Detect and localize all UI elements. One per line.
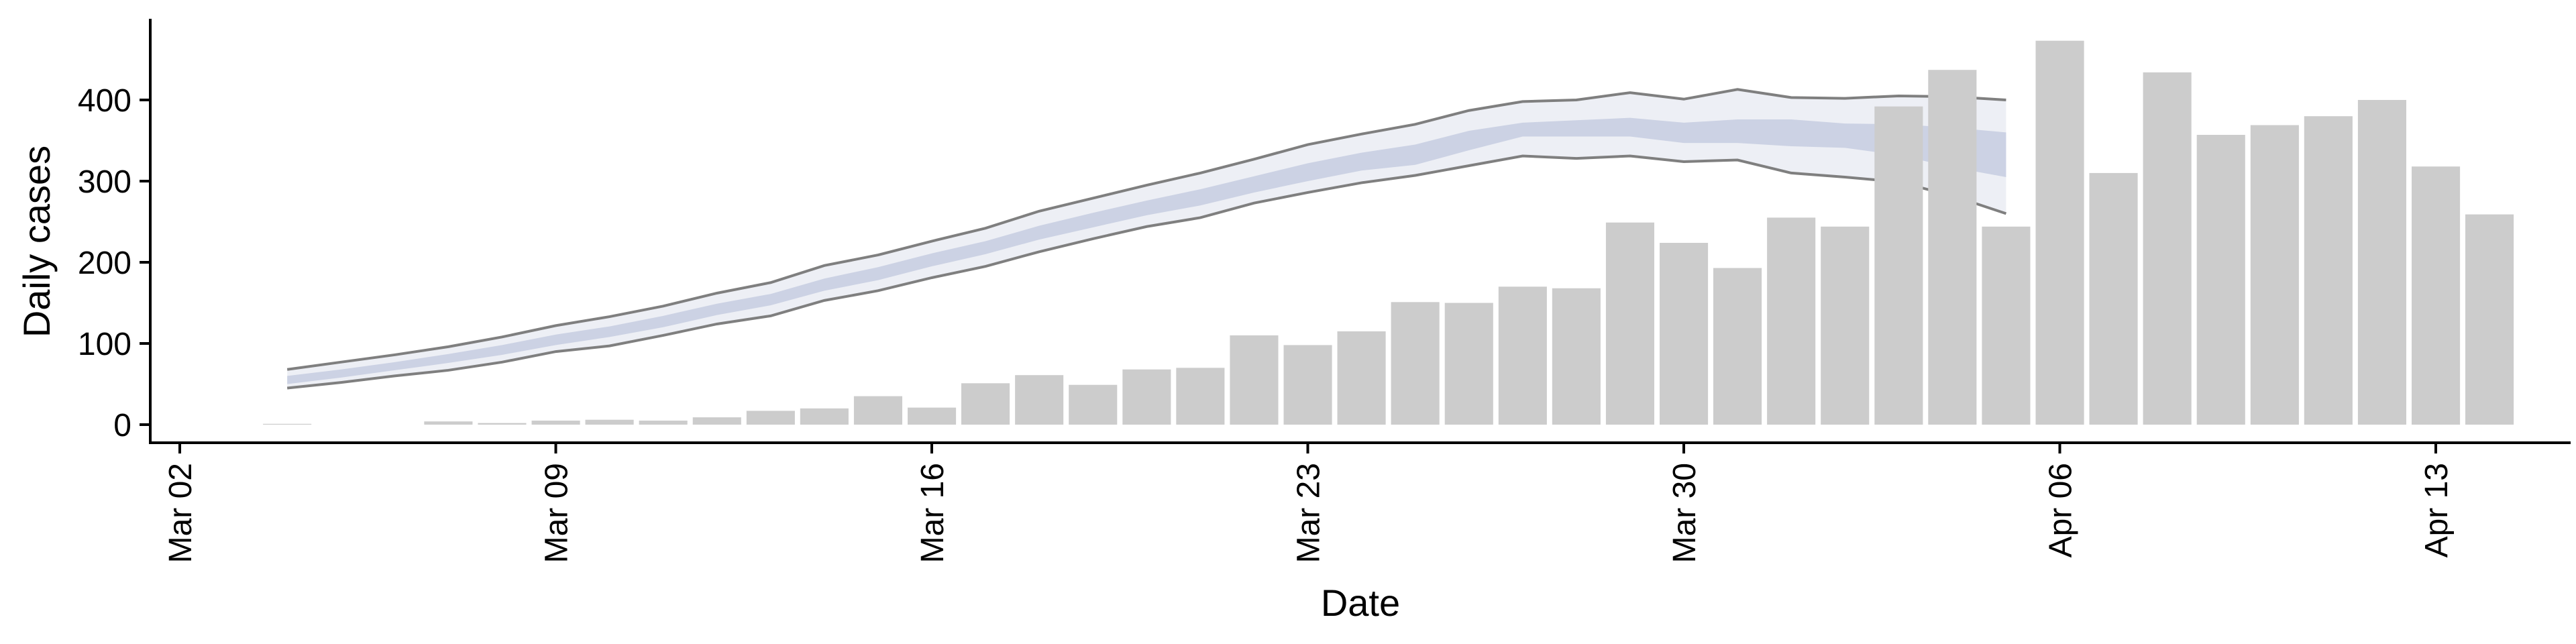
bar: [1928, 70, 1977, 425]
bar: [2089, 172, 2138, 425]
bar: [1015, 375, 1064, 425]
estimate-lower-line: [286, 154, 2007, 390]
bar: [961, 383, 1010, 425]
x-axis-title: Date: [1321, 582, 1400, 624]
bar: [1069, 384, 1118, 425]
bar: [424, 421, 473, 425]
bar: [908, 407, 957, 425]
bar: [1122, 369, 1171, 425]
bar: [692, 417, 741, 425]
bar: [1982, 226, 2031, 425]
bar: [1176, 368, 1225, 425]
bar: [531, 421, 580, 425]
bar: [2250, 125, 2299, 425]
x-tick-label: Mar 02: [163, 463, 199, 563]
bar: [2035, 40, 2084, 425]
bar: [639, 421, 688, 425]
y-tick-label: 0: [113, 408, 131, 443]
bar: [853, 396, 902, 425]
bar: [2196, 135, 2245, 425]
bar: [1230, 335, 1279, 425]
bar: [263, 423, 312, 425]
estimate-band-50: [287, 117, 2006, 384]
bar: [1498, 286, 1547, 425]
x-ticks: Mar 02 Mar 09 Mar 16 Mar 23 Mar 30 Apr 06 Apr …: [163, 443, 2455, 563]
y-tick-label: 400: [78, 83, 131, 119]
bar: [800, 408, 849, 425]
estimate-upper-line: [286, 88, 2006, 371]
x-tick-label: Mar 30: [1667, 463, 1703, 563]
x-tick-label: Mar 23: [1291, 463, 1327, 563]
bar: [1337, 331, 1386, 425]
bar: [1552, 288, 1601, 425]
bar: [1713, 268, 1762, 425]
y-axis-title: Daily cases: [15, 146, 58, 337]
x-tick-label: Apr 06: [2043, 463, 2079, 557]
bar: [1821, 226, 1870, 425]
y-tick-label: 100: [78, 327, 131, 362]
bar: [1283, 345, 1332, 425]
estimate-band-layer: [286, 88, 2007, 390]
bar: [2412, 166, 2461, 425]
x-tick-label: Apr 13: [2419, 463, 2455, 557]
bar: [1767, 217, 1816, 425]
bar: [2465, 214, 2514, 425]
bar: [1444, 303, 1493, 425]
bar: [585, 419, 634, 425]
bar: [478, 423, 527, 425]
bar: [1874, 106, 1923, 425]
y-ticks: 0 100 200 300 400: [78, 83, 150, 443]
bar-layer: [263, 40, 2514, 425]
x-tick-label: Mar 09: [539, 463, 575, 563]
bar: [2357, 100, 2406, 425]
bar: [2143, 72, 2192, 425]
bar: [746, 411, 795, 425]
y-tick-label: 300: [78, 164, 131, 200]
x-tick-label: Mar 16: [915, 463, 951, 563]
bar: [1605, 222, 1654, 425]
bar: [1660, 243, 1709, 425]
bar: [2304, 116, 2353, 425]
y-tick-label: 200: [78, 246, 131, 281]
bar: [1391, 302, 1440, 425]
